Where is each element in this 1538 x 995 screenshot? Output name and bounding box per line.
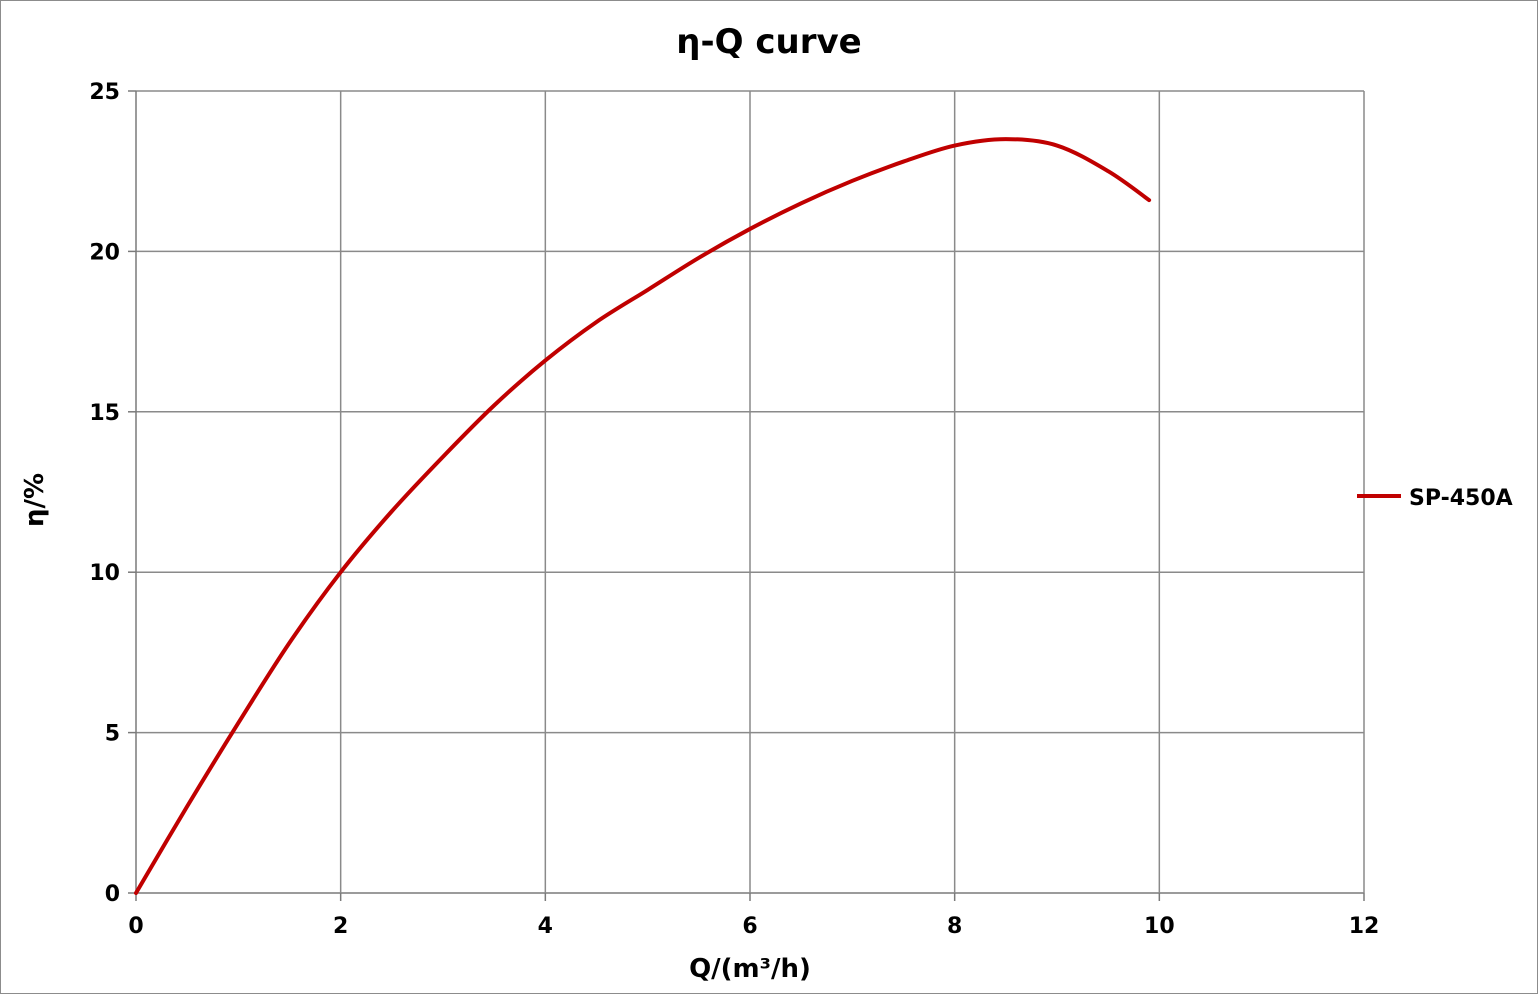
x-tick-label: 8 bbox=[947, 914, 962, 939]
legend-label-sp-450a: SP-450A bbox=[1409, 486, 1513, 511]
x-tick-label: 2 bbox=[333, 914, 348, 939]
y-axis-title: η/% bbox=[20, 473, 50, 527]
y-tick-label: 15 bbox=[89, 401, 120, 426]
series-line-sp-450a bbox=[134, 137, 1152, 895]
y-tick-label: 20 bbox=[89, 240, 120, 265]
y-tick-label: 10 bbox=[89, 561, 120, 586]
y-tick-label: 5 bbox=[105, 722, 120, 747]
x-tick-label: 6 bbox=[742, 914, 757, 939]
x-tick-label: 4 bbox=[538, 914, 553, 939]
grid-lines bbox=[128, 90, 1365, 901]
y-tick-label: 25 bbox=[89, 80, 120, 105]
y-tick-label: 0 bbox=[105, 882, 120, 907]
tick-labels: 0 5 10 15 20 25 0 2 4 6 8 10 12 bbox=[89, 80, 1379, 939]
x-axis-title: Q/(m³/h) bbox=[689, 954, 811, 984]
x-tick-label: 10 bbox=[1144, 914, 1175, 939]
series-layer bbox=[134, 137, 1152, 895]
x-tick-label: 0 bbox=[128, 914, 143, 939]
legend: SP-450A bbox=[1357, 486, 1513, 511]
x-tick-label: 12 bbox=[1349, 914, 1380, 939]
chart-title: η-Q curve bbox=[676, 22, 861, 62]
